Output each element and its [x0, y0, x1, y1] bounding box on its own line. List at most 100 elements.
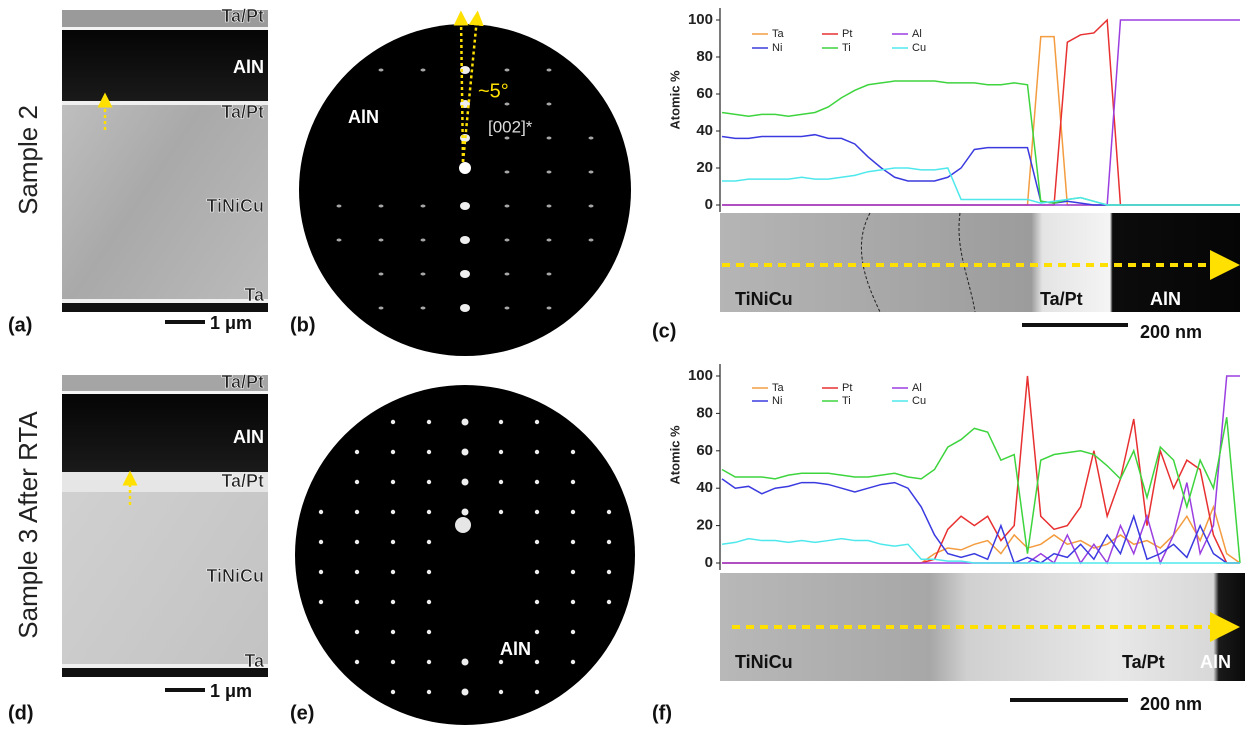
- spot: [570, 479, 576, 485]
- spot: [534, 569, 540, 575]
- data-line: [721, 133, 1240, 206]
- spot: [318, 509, 324, 515]
- diffraction-pattern: [295, 385, 635, 725]
- spot: [336, 204, 342, 208]
- spot: [570, 599, 576, 605]
- spot: [378, 68, 384, 72]
- spot: [534, 419, 540, 425]
- spot: [420, 272, 426, 276]
- spot: [504, 272, 510, 276]
- spot: [534, 449, 540, 455]
- scale-label: 200 nm: [1140, 322, 1202, 342]
- spot: [354, 629, 360, 635]
- zone-label: [002]*: [488, 117, 533, 136]
- central-beam: [459, 162, 471, 174]
- phase-label: AlN: [500, 639, 531, 659]
- data-line: [722, 504, 1241, 564]
- legend-label: Ti: [842, 42, 851, 54]
- legend-label: Al: [912, 28, 922, 40]
- spot: [390, 569, 396, 575]
- spot: [390, 599, 396, 605]
- data-line: [721, 478, 1240, 565]
- spot: [420, 238, 426, 242]
- arrowhead: [1210, 250, 1240, 280]
- panel-label: (e): [290, 702, 314, 724]
- spot: [390, 689, 396, 695]
- layer-label: Ta: [244, 285, 265, 305]
- panel-label: (f): [652, 702, 672, 724]
- spot: [588, 136, 594, 140]
- layer-label: AlN: [233, 57, 264, 77]
- spot: [588, 170, 594, 174]
- spot: [546, 170, 552, 174]
- y-tick-label: 60: [696, 442, 713, 459]
- y-tick-label: 100: [688, 11, 713, 28]
- y-tick-label: 0: [705, 196, 713, 213]
- legend-label: Pt: [842, 382, 852, 394]
- spot: [426, 599, 432, 605]
- spot: [504, 68, 510, 72]
- layer-label: Ta/Pt: [221, 6, 264, 26]
- spot: [570, 659, 576, 665]
- legend-label: Cu: [912, 395, 926, 407]
- spot: [546, 204, 552, 208]
- spot: [461, 658, 469, 666]
- spot: [461, 448, 469, 456]
- spot: [426, 689, 432, 695]
- spot: [336, 238, 342, 242]
- spot: [390, 419, 396, 425]
- spot: [378, 272, 384, 276]
- spot: [534, 509, 540, 515]
- spot: [504, 170, 510, 174]
- spot: [498, 479, 504, 485]
- spot: [546, 68, 552, 72]
- legend-label: Ta: [772, 382, 785, 394]
- arrowhead: [1210, 612, 1240, 642]
- y-tick-label: 60: [696, 85, 713, 102]
- spot: [498, 509, 504, 515]
- interface: [62, 299, 268, 303]
- layer-label: TiNiCu: [206, 196, 264, 216]
- interface: [62, 391, 268, 394]
- scale-label: 1 μm: [210, 681, 252, 701]
- data-line: [722, 19, 1240, 206]
- data-line: [722, 35, 1240, 206]
- y-tick-label: 40: [696, 122, 713, 139]
- y-tick-label: 20: [696, 159, 713, 176]
- spot: [460, 304, 470, 312]
- spot: [546, 136, 552, 140]
- spot: [606, 509, 612, 515]
- spot: [460, 202, 470, 210]
- panel-label: (a): [8, 314, 32, 336]
- spot: [546, 238, 552, 242]
- image-label: Ta/Pt: [1122, 652, 1165, 672]
- spot: [390, 539, 396, 545]
- spot: [420, 306, 426, 310]
- spot: [534, 539, 540, 545]
- scale-label: 1 μm: [210, 313, 252, 333]
- image-label: AlN: [1150, 289, 1181, 309]
- spot: [504, 204, 510, 208]
- spot: [588, 204, 594, 208]
- spot: [588, 238, 594, 242]
- spot: [426, 449, 432, 455]
- legend-label: Pt: [842, 28, 852, 40]
- spot: [420, 204, 426, 208]
- spot: [354, 659, 360, 665]
- y-axis-label: Atomic %: [667, 425, 682, 485]
- legend-label: Ni: [772, 42, 782, 54]
- spot: [318, 539, 324, 545]
- scale-label: 200 nm: [1140, 694, 1202, 714]
- layer-label: AlN: [233, 427, 264, 447]
- spot: [460, 236, 470, 244]
- spot: [570, 509, 576, 515]
- spot: [318, 569, 324, 575]
- spot: [534, 689, 540, 695]
- interface: [62, 664, 268, 668]
- diffraction-spots: [318, 66, 612, 696]
- micrograph: [62, 375, 268, 677]
- layer-label: Ta/Pt: [221, 471, 264, 491]
- tem-image: [720, 213, 1240, 312]
- y-tick-label: 80: [696, 404, 713, 421]
